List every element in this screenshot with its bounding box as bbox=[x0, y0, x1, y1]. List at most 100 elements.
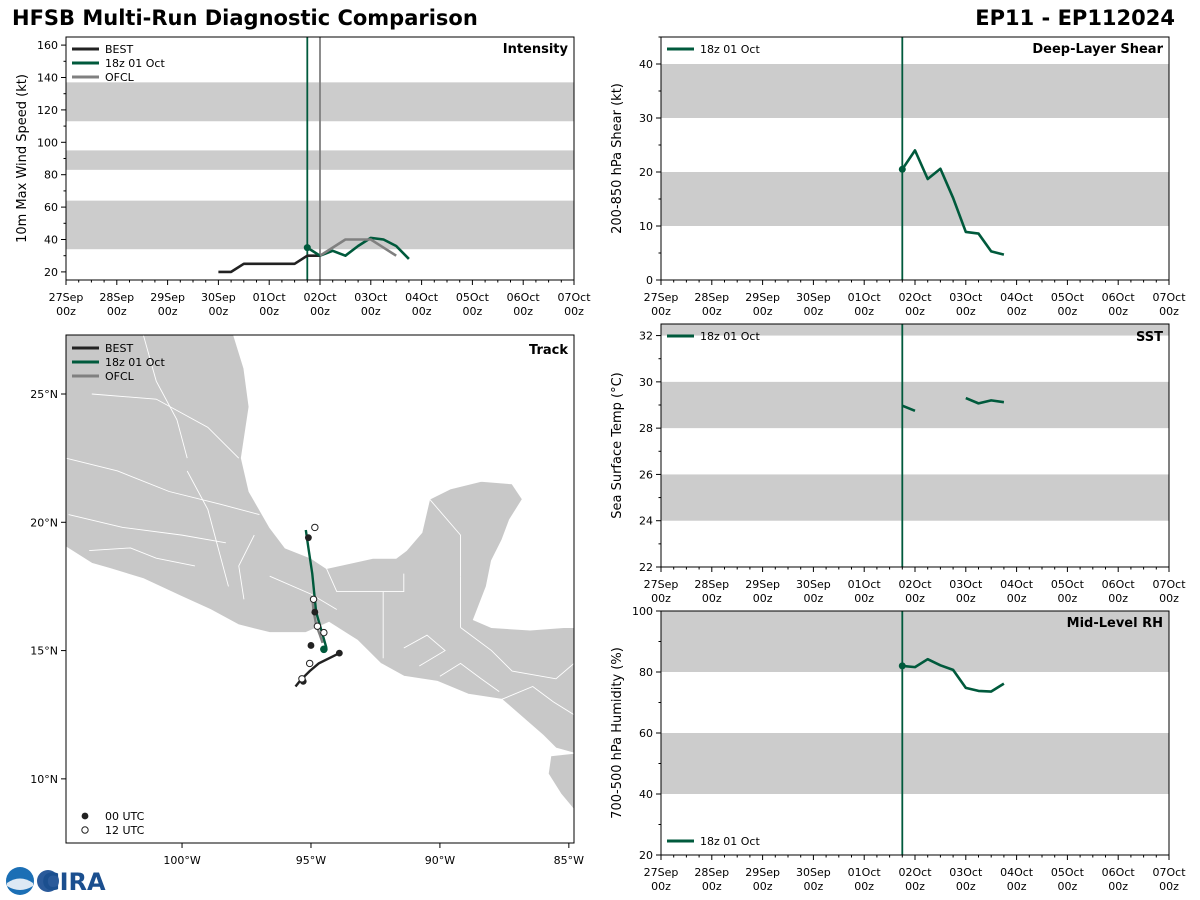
rh-panel-title: Mid-Level RH bbox=[1067, 616, 1163, 631]
shear-x-tick-label: 00z bbox=[804, 305, 824, 318]
state-border-line bbox=[326, 568, 405, 593]
rh-x-tick-label: 00z bbox=[1159, 880, 1179, 893]
shear-panel-title: Deep-Layer Shear bbox=[1032, 42, 1163, 57]
rh-x-tick-label: 00z bbox=[1007, 880, 1027, 893]
track-lat-label: 15°N bbox=[30, 645, 58, 658]
intensity-legend-label: OFCL bbox=[105, 71, 135, 84]
shear-y-tick-label: 40 bbox=[639, 58, 653, 71]
state-border-line bbox=[186, 470, 229, 587]
intensity-x-tick-label: 02Oct bbox=[303, 291, 337, 304]
shear-threshold-band bbox=[661, 64, 1169, 118]
shear-x-tick-label: 00z bbox=[1007, 305, 1027, 318]
state-border-line bbox=[91, 393, 240, 459]
shear-x-tick-label: 00z bbox=[956, 305, 976, 318]
rh-x-tick-label: 00z bbox=[956, 880, 976, 893]
sst-series-line bbox=[901, 404, 916, 412]
track-legend-label: 18z 01 Oct bbox=[105, 356, 165, 369]
shear-x-tick-label: 29Sep bbox=[745, 291, 780, 304]
rh-y-tick-label: 80 bbox=[639, 666, 653, 679]
track-point-12utc bbox=[311, 523, 319, 532]
sst-x-tick-label: 27Sep bbox=[644, 578, 679, 591]
rh-x-tick-label: 27Sep bbox=[644, 866, 679, 879]
shear-x-tick-label: 00z bbox=[1159, 305, 1179, 318]
rh-x-tick-label: 00z bbox=[905, 880, 925, 893]
shear-x-tick-label: 30Sep bbox=[796, 291, 831, 304]
rh-x-tick-label: 00z bbox=[804, 880, 824, 893]
intensity-y-tick-label: 40 bbox=[44, 234, 58, 247]
sst-x-tick-label: 00z bbox=[702, 592, 722, 605]
shear-y-tick-label: 30 bbox=[639, 112, 653, 125]
sst-x-tick-label: 00z bbox=[956, 592, 976, 605]
intensity-x-tick-label: 00z bbox=[310, 305, 330, 318]
sst-threshold-band bbox=[661, 474, 1169, 521]
intensity-y-tick-label: 20 bbox=[44, 266, 58, 279]
track-point-00utc bbox=[307, 642, 315, 649]
rh-series-point bbox=[898, 662, 906, 670]
track-lat-label: 25°N bbox=[30, 388, 58, 401]
sst-x-tick-label: 00z bbox=[1058, 592, 1078, 605]
sst-legend-label: 18z 01 Oct bbox=[700, 330, 760, 343]
intensity-x-tick-label: 27Sep bbox=[49, 291, 84, 304]
intensity-x-tick-label: 00z bbox=[412, 305, 432, 318]
rh-x-tick-label: 03Oct bbox=[949, 866, 983, 879]
intensity-y-tick-label: 100 bbox=[37, 136, 58, 149]
shear-x-tick-label: 00z bbox=[702, 305, 722, 318]
shear-x-tick-label: 00z bbox=[1108, 305, 1128, 318]
intensity-x-tick-label: 04Oct bbox=[405, 291, 439, 304]
cira-logo: CIRA bbox=[6, 867, 106, 896]
intensity-y-tick-label: 60 bbox=[44, 201, 58, 214]
rh-y-axis-label: 700-500 hPa Humidity (%) bbox=[610, 647, 625, 819]
sst-threshold-band bbox=[661, 324, 1169, 336]
rh-x-tick-label: 00z bbox=[753, 880, 773, 893]
intensity-x-tick-label: 00z bbox=[158, 305, 178, 318]
rh-y-tick-label: 20 bbox=[639, 849, 653, 862]
logo-text: CIRA bbox=[42, 868, 106, 896]
page-title: HFSB Multi-Run Diagnostic Comparison bbox=[12, 6, 478, 30]
sst-x-tick-label: 00z bbox=[651, 592, 671, 605]
intensity-x-tick-label: 01Oct bbox=[253, 291, 287, 304]
state-border-line bbox=[460, 627, 574, 680]
state-border-line bbox=[501, 685, 574, 716]
sst-x-tick-label: 00z bbox=[753, 592, 773, 605]
track-legend-label: OFCL bbox=[105, 370, 135, 383]
track-point-00utc bbox=[335, 649, 343, 657]
track-lat-label: 20°N bbox=[30, 516, 58, 529]
track-lat-label: 10°N bbox=[30, 773, 58, 786]
track-point-12utc bbox=[305, 659, 314, 668]
shear-threshold-band bbox=[661, 172, 1169, 226]
rh-x-tick-label: 00z bbox=[651, 880, 671, 893]
state-border-line bbox=[68, 514, 226, 544]
intensity-y-tick-label: 140 bbox=[37, 72, 58, 85]
land-group bbox=[66, 335, 574, 811]
rh-x-tick-label: 01Oct bbox=[848, 866, 882, 879]
shear-series-line bbox=[901, 149, 1005, 256]
shear-x-tick-label: 01Oct bbox=[848, 291, 882, 304]
rh-threshold-band bbox=[661, 733, 1169, 794]
intensity-x-tick-label: 03Oct bbox=[354, 291, 388, 304]
rh-legend-label: 18z 01 Oct bbox=[700, 835, 760, 848]
shear-x-tick-label: 03Oct bbox=[949, 291, 983, 304]
sst-x-tick-label: 07Oct bbox=[1152, 578, 1186, 591]
shear-x-tick-label: 27Sep bbox=[644, 291, 679, 304]
track-point-12utc bbox=[298, 675, 306, 683]
shear-x-tick-label: 00z bbox=[1058, 305, 1078, 318]
intensity-series-line bbox=[319, 238, 397, 257]
intensity-x-tick-label: 00z bbox=[259, 305, 279, 318]
sst-y-tick-label: 22 bbox=[639, 561, 653, 574]
intensity-x-tick-label: 00z bbox=[361, 305, 381, 318]
rh-x-tick-label: 04Oct bbox=[1000, 866, 1034, 879]
shear-x-tick-label: 00z bbox=[651, 305, 671, 318]
intensity-x-tick-label: 06Oct bbox=[507, 291, 541, 304]
intensity-x-tick-label: 07Oct bbox=[557, 291, 591, 304]
state-border-line bbox=[269, 575, 337, 610]
sst-x-tick-label: 00z bbox=[1159, 592, 1179, 605]
intensity-legend-label: BEST bbox=[105, 43, 133, 56]
track-axes-frame bbox=[65, 334, 575, 844]
sst-x-tick-label: 03Oct bbox=[949, 578, 983, 591]
sst-x-tick-label: 06Oct bbox=[1102, 578, 1136, 591]
shear-legend-label: 18z 01 Oct bbox=[700, 43, 760, 56]
marker-legend-label: 12 UTC bbox=[105, 824, 145, 837]
track-map-group bbox=[66, 335, 574, 811]
rh-x-tick-label: 02Oct bbox=[898, 866, 932, 879]
intensity-x-tick-label: 30Sep bbox=[201, 291, 236, 304]
